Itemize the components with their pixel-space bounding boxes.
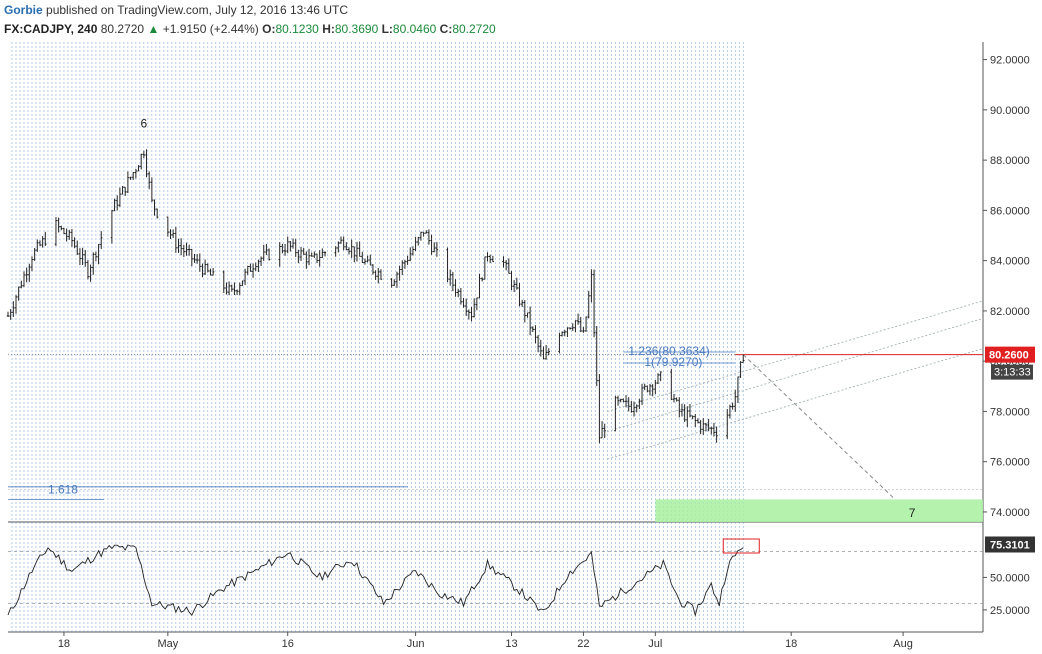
channel-line <box>607 348 984 460</box>
change-value: +1.9150 (+2.44%) <box>162 22 259 36</box>
channel-line <box>607 300 984 412</box>
rsi-pane <box>7 538 983 618</box>
rsi-highlight-box <box>722 538 760 554</box>
high-label: H: <box>322 22 335 36</box>
open-value: 80.1230 <box>275 22 319 36</box>
price-tick-label: 90.0000 <box>990 105 1030 117</box>
price-tick-label: 84.0000 <box>990 256 1030 268</box>
rsi-tick-label: 50.0000 <box>990 572 1030 584</box>
open-label: O: <box>262 22 276 36</box>
close-label: C: <box>439 22 453 36</box>
time-tick-label: 22 <box>577 638 589 650</box>
last-price: 80.2720 <box>100 22 145 36</box>
price-tick-label: 82.0000 <box>990 306 1030 318</box>
price-tick-label: 78.0000 <box>990 406 1030 418</box>
time-tick-label: 13 <box>505 638 517 650</box>
publish-info: Gorbie published on TradingView.com, Jul… <box>4 3 348 17</box>
target-zone <box>655 499 983 522</box>
time-tick-label: 18 <box>785 638 797 650</box>
countdown-tag <box>991 364 1033 380</box>
time-tick-label: May <box>157 638 178 650</box>
candles <box>6 149 745 444</box>
low-label: L: <box>381 22 393 36</box>
price-tick-label: 88.0000 <box>990 155 1030 167</box>
wave-label: 7 <box>909 506 916 520</box>
time-tick-label: Jul <box>648 638 662 650</box>
rsi-line <box>7 544 744 618</box>
close-value: 80.2720 <box>452 22 496 36</box>
price-tag <box>985 346 1035 363</box>
low-value: 80.0460 <box>392 22 437 36</box>
countdown-label: 3:13:33 <box>994 367 1031 379</box>
wave-label: 6 <box>141 116 148 130</box>
price-tick-label: 74.0000 <box>990 507 1030 519</box>
rsi-tick-label: 25.0000 <box>990 605 1030 617</box>
price-tag-label: 80.2600 <box>989 350 1029 362</box>
price-tick-label: 86.0000 <box>990 205 1030 217</box>
fib-label: 1(79.9270) <box>644 355 702 369</box>
time-tick-label: 18 <box>58 638 70 650</box>
up-arrow-icon: ▲ <box>147 22 160 36</box>
high-value: 80.3690 <box>334 22 379 36</box>
rsi-value-tag <box>985 536 1035 553</box>
rsi-value-label: 75.3101 <box>990 539 1030 551</box>
time-tick-label: Aug <box>893 638 913 650</box>
symbol-ohlc-line: FX:CADJPY, 240 80.2720 ▲ +1.9150 (+2.44%… <box>4 22 496 36</box>
fib-label: 1.618 <box>48 482 78 496</box>
time-tick-label: 16 <box>282 638 294 650</box>
published-text: published on TradingView.com, July 12, 2… <box>46 3 348 17</box>
price-tick-label: 76.0000 <box>990 457 1030 469</box>
time-tick-label: Jun <box>407 638 425 650</box>
author-link[interactable]: Gorbie <box>4 3 43 17</box>
price-tick-label: 92.0000 <box>990 55 1030 67</box>
symbol-name[interactable]: FX:CADJPY, 240 <box>4 22 98 36</box>
fib-label: 1.236(80.3634) <box>628 344 709 358</box>
channel-line <box>607 318 984 432</box>
